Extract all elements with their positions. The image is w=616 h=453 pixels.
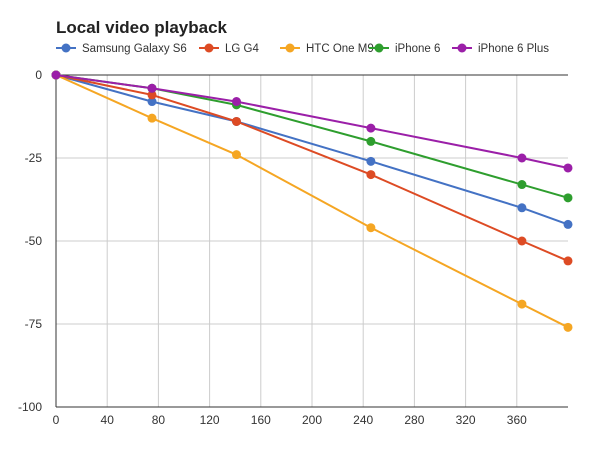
data-point (517, 180, 527, 190)
y-tick-label: -75 (25, 317, 43, 331)
data-point (366, 223, 376, 233)
data-point (147, 83, 157, 93)
chart-title: Local video playback (56, 18, 228, 37)
data-point (366, 156, 376, 166)
legend-label: LG G4 (225, 43, 259, 55)
legend-swatch-marker (457, 43, 467, 53)
data-point (366, 170, 376, 180)
grid (56, 75, 568, 407)
data-point (231, 97, 241, 107)
data-point (51, 70, 61, 80)
data-point (366, 123, 376, 133)
legend-item: LG G4 (199, 43, 259, 55)
data-point (517, 299, 527, 309)
x-tick-label: 40 (101, 413, 115, 427)
x-tick-label: 280 (404, 413, 424, 427)
x-tick-label: 200 (302, 413, 322, 427)
data-point (147, 90, 157, 100)
legend-swatch-marker (285, 43, 295, 53)
data-point (517, 203, 527, 213)
legend-swatch-marker (204, 43, 214, 53)
legend-item: Samsung Galaxy S6 (56, 43, 187, 55)
data-point (563, 219, 573, 229)
y-tick-label: -25 (25, 151, 43, 165)
legend-swatch-marker (61, 43, 71, 53)
legend-label: Samsung Galaxy S6 (82, 43, 187, 55)
data-point (563, 256, 573, 266)
x-tick-label: 320 (456, 413, 476, 427)
series-line (55, 74, 569, 262)
x-tick-label: 80 (152, 413, 166, 427)
series-line (55, 74, 569, 329)
legend-label: iPhone 6 (395, 43, 440, 55)
data-point (147, 113, 157, 123)
data-point (563, 193, 573, 203)
data-point (366, 136, 376, 146)
x-tick-label: 0 (53, 413, 60, 427)
y-tick-label: -100 (18, 400, 42, 414)
data-point (147, 97, 157, 107)
x-tick-label: 240 (353, 413, 373, 427)
legend-swatch-marker (374, 43, 384, 53)
data-point (563, 322, 573, 332)
y-tick-label: -50 (25, 234, 43, 248)
legend-item: HTC One M9 (280, 43, 374, 55)
data-point (231, 150, 241, 160)
legend-item: iPhone 6 Plus (452, 43, 549, 55)
series-line (55, 74, 569, 169)
y-tick-label: 0 (35, 68, 42, 82)
legend-item: iPhone 6 (369, 43, 440, 55)
x-tick-label: 160 (251, 413, 271, 427)
tick-labels: 0 40 80 120 160 200 240 280 320 360 0 -25 -50 -75 -100 (18, 68, 527, 427)
data-point (517, 236, 527, 246)
series-iphone-6-plus (51, 70, 573, 173)
data-point (563, 163, 573, 173)
legend: Samsung Galaxy S6 LG G4 HTC One M9 iPhone 6… (56, 43, 549, 55)
legend-label: iPhone 6 Plus (478, 43, 549, 55)
series-layer (51, 70, 573, 332)
legend-label: HTC One M9 (306, 43, 374, 55)
x-tick-label: 360 (507, 413, 527, 427)
series-line (55, 74, 569, 226)
x-tick-label: 120 (200, 413, 220, 427)
axes (55, 74, 568, 408)
series-htc-one-m9 (51, 70, 573, 332)
data-point (517, 153, 527, 163)
data-point (231, 116, 241, 126)
